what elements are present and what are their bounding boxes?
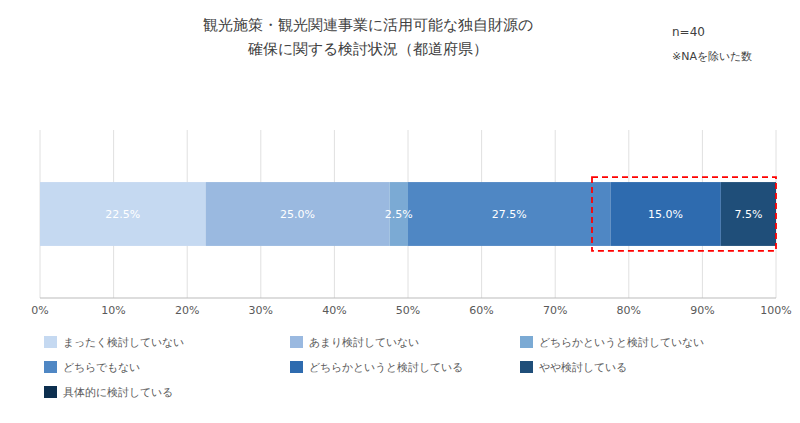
tick-label: 0% bbox=[31, 304, 48, 317]
data-labels: 22.5% 25.0% 2.5% 27.5% 15.0% 7.5% bbox=[105, 208, 762, 221]
data-label: 25.0% bbox=[280, 208, 315, 221]
grid bbox=[40, 130, 776, 298]
tick-label: 30% bbox=[249, 304, 273, 317]
bar-segment bbox=[40, 182, 206, 246]
legend-swatch bbox=[44, 336, 57, 348]
bar-segment bbox=[408, 182, 610, 246]
legend-swatch bbox=[44, 361, 57, 373]
data-label: 7.5% bbox=[734, 208, 762, 221]
chart: 観光施策・観光関連事業に活用可能な独自財源の確保に関する検討状況（都道府県） n=… bbox=[0, 0, 800, 423]
tick-label: 80% bbox=[617, 304, 641, 317]
data-label: 27.5% bbox=[492, 208, 527, 221]
bars bbox=[40, 182, 776, 246]
legend-label: 具体的に検討している bbox=[63, 386, 173, 399]
legend-swatch bbox=[290, 336, 303, 348]
data-label: 15.0% bbox=[648, 208, 683, 221]
note: n=40 bbox=[672, 25, 705, 39]
background bbox=[0, 0, 800, 423]
legend-label: まったく検討していない bbox=[63, 336, 184, 349]
legend-swatch bbox=[520, 336, 533, 348]
legend-label: あまり検討していない bbox=[309, 336, 419, 349]
legend-swatch bbox=[290, 361, 303, 373]
highlight-box bbox=[592, 177, 776, 251]
tick-label: 40% bbox=[322, 304, 346, 317]
note: ※NAを除いた数 bbox=[672, 50, 752, 63]
tick-label: 100% bbox=[760, 304, 791, 317]
data-label: 2.5% bbox=[385, 208, 413, 221]
title-line: 観光施策・観光関連事業に活用可能な独自財源の bbox=[203, 16, 533, 34]
title: 観光施策・観光関連事業に活用可能な独自財源の確保に関する検討状況（都道府県） bbox=[203, 16, 533, 58]
tick-label: 10% bbox=[101, 304, 125, 317]
legend: まったく検討していない あまり検討していない どちらかというと検討していないどちらで… bbox=[44, 336, 704, 399]
tick-label: 60% bbox=[469, 304, 493, 317]
data-label: 22.5% bbox=[105, 208, 140, 221]
tick-label: 70% bbox=[543, 304, 567, 317]
bar-segment bbox=[206, 182, 390, 246]
bar-segment bbox=[721, 182, 776, 246]
tick-label: 50% bbox=[396, 304, 420, 317]
legend-swatch bbox=[44, 386, 57, 398]
title-line: 確保に関する検討状況（都道府県） bbox=[247, 40, 488, 58]
tick-label: 90% bbox=[690, 304, 714, 317]
legend-label: やや検討している bbox=[539, 361, 627, 374]
legend-label: どちらかというと検討している bbox=[309, 361, 463, 374]
bar-segment bbox=[610, 182, 720, 246]
legend-swatch bbox=[520, 361, 533, 373]
legend-label: どちらかというと検討していない bbox=[539, 336, 704, 349]
tick-label: 20% bbox=[175, 304, 199, 317]
legend-label: どちらでもない bbox=[63, 361, 140, 374]
x-axis bbox=[40, 298, 776, 299]
